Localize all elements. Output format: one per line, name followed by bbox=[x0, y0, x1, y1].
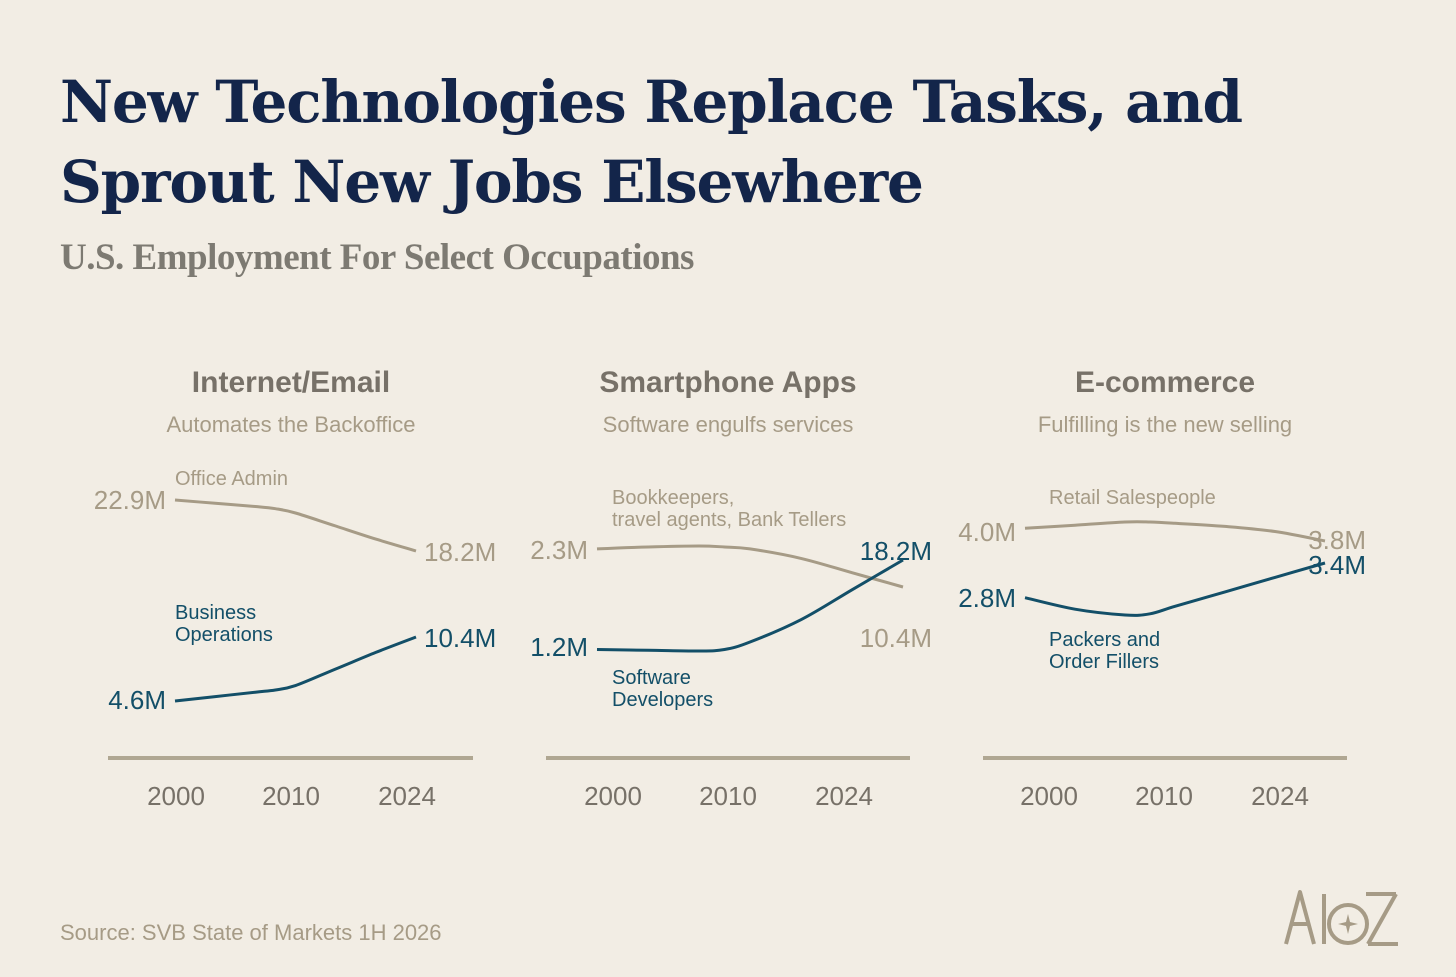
x-tick-label: 2000 bbox=[147, 781, 205, 811]
panel-1: Internet/Email Automates the Backoffice 22… bbox=[94, 366, 497, 811]
end-value-label: 18.2M bbox=[860, 536, 932, 566]
start-value-label: 4.6M bbox=[108, 685, 166, 715]
series-name-label: Retail Salespeople bbox=[1049, 487, 1216, 509]
end-value-label: 3.4M bbox=[1308, 550, 1366, 580]
source-note: Source: SVB State of Markets 1H 2026 bbox=[60, 920, 442, 945]
series-name-label: Office Admin bbox=[175, 468, 288, 490]
panel-subtitle: Software engulfs services bbox=[603, 412, 854, 437]
series-name-label: Bookkeepers, travel agents, Bank Tellers bbox=[612, 487, 846, 531]
x-tick-label: 2024 bbox=[1251, 781, 1309, 811]
end-value-label: 18.2M bbox=[424, 537, 496, 567]
start-value-label: 2.8M bbox=[958, 583, 1016, 613]
a16z-logo bbox=[1284, 890, 1398, 946]
x-tick-label: 2010 bbox=[262, 781, 320, 811]
end-value-label: 3.8M bbox=[1308, 525, 1366, 555]
start-value-label: 2.3M bbox=[530, 535, 588, 565]
x-tick-label: 2010 bbox=[699, 781, 757, 811]
series-line-blue bbox=[596, 558, 904, 653]
panel-2: Smartphone Apps Software engulfs services… bbox=[530, 366, 932, 811]
panel-subtitle: Automates the Backoffice bbox=[166, 412, 415, 437]
end-value-label: 10.4M bbox=[424, 623, 496, 653]
panel-title: E-commerce bbox=[1075, 366, 1255, 399]
x-tick-label: 2000 bbox=[1020, 781, 1078, 811]
x-tick-label: 2000 bbox=[584, 781, 642, 811]
series-line-gray bbox=[596, 544, 904, 589]
series-name-label: Packers and Order Fillers bbox=[1049, 629, 1160, 673]
start-value-label: 1.2M bbox=[530, 632, 588, 662]
panel-3: E-commerce Fulfilling is the new selling 4… bbox=[958, 366, 1366, 811]
series-line-blue bbox=[1024, 561, 1326, 617]
start-value-label: 4.0M bbox=[958, 517, 1016, 547]
x-tick-label: 2010 bbox=[1135, 781, 1193, 811]
series-line-gray bbox=[174, 498, 417, 553]
series-line-blue bbox=[174, 635, 417, 703]
series-name-label: Business Operations bbox=[175, 602, 273, 646]
chart-subtitle: U.S. Employment For Select Occupations bbox=[60, 237, 694, 278]
panel-title: Smartphone Apps bbox=[599, 366, 856, 399]
panel-subtitle: Fulfilling is the new selling bbox=[1038, 412, 1292, 437]
end-value-label: 10.4M bbox=[860, 623, 932, 653]
x-tick-label: 2024 bbox=[378, 781, 436, 811]
start-value-label: 22.9M bbox=[94, 485, 166, 515]
x-tick-label: 2024 bbox=[815, 781, 873, 811]
series-name-label: Software Developers bbox=[612, 667, 713, 711]
chart-title: New Technologies Replace Tasks, and Spro… bbox=[60, 68, 1243, 216]
series-line-gray bbox=[1024, 520, 1326, 543]
panel-title: Internet/Email bbox=[192, 366, 390, 399]
